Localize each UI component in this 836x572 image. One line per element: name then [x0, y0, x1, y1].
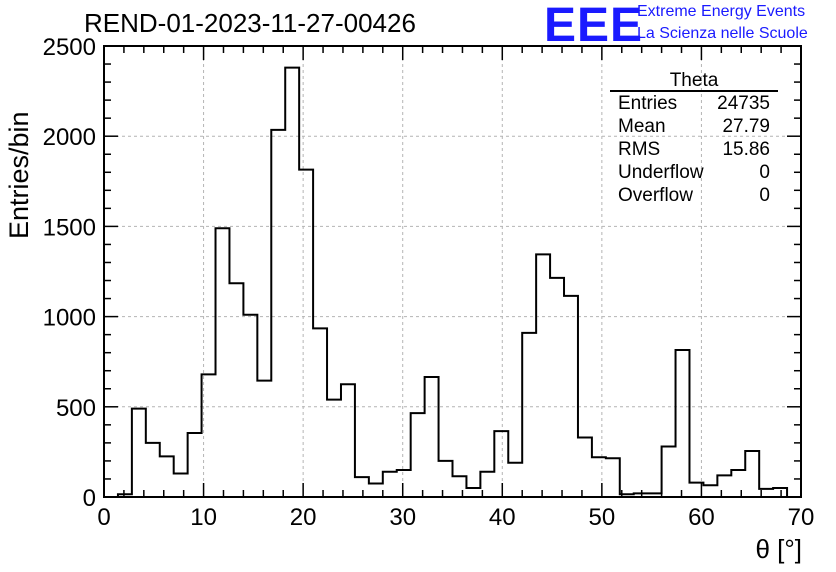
histogram-bin	[341, 384, 355, 497]
histogram-bin	[717, 475, 731, 497]
histogram-bin	[202, 374, 216, 497]
y-axis-label: Entries/bin	[4, 111, 34, 239]
y-tick-label: 2000	[43, 124, 96, 151]
brand-line-2: La Scienza nelle Scuole	[637, 25, 808, 42]
histogram-bin	[188, 433, 202, 497]
histogram-bin	[662, 446, 676, 497]
histogram-bin	[146, 443, 160, 497]
histogram-bin	[453, 476, 467, 497]
histogram-bin	[676, 350, 690, 497]
histogram-bin	[229, 283, 243, 497]
histogram-bin	[703, 485, 717, 497]
plot-frame	[103, 45, 802, 498]
histogram-bin	[216, 228, 230, 497]
histogram-bin	[592, 457, 606, 497]
stats-row: Underflow 0	[610, 161, 778, 184]
histogram-bin	[439, 461, 453, 497]
histogram-bin	[564, 296, 578, 497]
y-tick-label: 500	[56, 395, 96, 422]
histogram-series	[116, 66, 801, 498]
histogram-bin	[327, 400, 341, 497]
stats-label: Mean	[618, 116, 666, 137]
histogram-bin	[425, 377, 439, 497]
plot-title: REND-01-2023-11-27-00426	[84, 8, 416, 38]
x-tick-label: 10	[190, 504, 217, 531]
x-tick-label: 20	[290, 504, 317, 531]
histogram-bin	[285, 68, 299, 497]
histogram-bin	[731, 470, 745, 497]
grid	[104, 46, 801, 497]
stats-row: Overflow 0	[610, 184, 778, 207]
stats-row: Entries 24735	[610, 92, 778, 115]
histogram-bin	[745, 451, 759, 497]
histogram-bin	[132, 409, 146, 497]
stats-value: 0	[759, 162, 770, 183]
histogram-bin	[383, 472, 397, 497]
histogram-bin	[160, 456, 174, 497]
stats-row: RMS 15.86	[610, 138, 778, 161]
histogram-bin	[536, 254, 550, 497]
stats-label: RMS	[618, 139, 661, 160]
y-tick-label: 2500	[43, 34, 96, 61]
histogram-bin	[313, 328, 327, 497]
y-tick-label: 0	[83, 485, 96, 512]
brand-line-1: Extreme Energy Events	[637, 3, 806, 20]
x-axis-label: θ [°]	[755, 534, 802, 564]
stats-label: Overflow	[618, 185, 693, 206]
histogram-bin	[550, 278, 564, 497]
y-tick-label: 1000	[43, 305, 96, 332]
stats-value: 24735	[717, 93, 770, 114]
x-tick-label: 0	[97, 504, 110, 531]
x-tick-label: 70	[788, 504, 815, 531]
stats-row: Mean 27.79	[610, 115, 778, 138]
histogram-bin	[522, 333, 536, 497]
stats-value: 0	[759, 185, 770, 206]
x-tick-label: 40	[489, 504, 516, 531]
histogram-bin	[243, 315, 257, 497]
tick-labels: 0 10 20 30 40 50 60 70 0 500 1000 1500 2000 2500	[43, 34, 815, 531]
histogram-bin	[174, 474, 188, 497]
y-tick-label: 1500	[43, 214, 96, 241]
x-tick-label: 30	[389, 504, 416, 531]
x-tick-label: 60	[688, 504, 715, 531]
x-tick-label: 50	[589, 504, 616, 531]
histogram-bin	[369, 483, 383, 497]
histogram-bin	[355, 477, 369, 497]
stats-box: Theta Entries 24735 Mean 27.79 RMS 15.86…	[610, 70, 778, 207]
stats-label: Entries	[618, 93, 678, 114]
histogram-bin	[271, 130, 285, 497]
histogram-bin	[494, 431, 508, 497]
stats-label: Underflow	[618, 162, 704, 183]
histogram-bin	[466, 488, 480, 497]
histogram-bin	[578, 437, 592, 497]
histogram-bin	[508, 463, 522, 497]
histogram-bin	[773, 488, 787, 497]
histogram-bin	[397, 470, 411, 497]
histogram-bin	[606, 458, 620, 497]
histogram-outline	[116, 66, 801, 498]
stats-value: 15.86	[722, 139, 770, 160]
eee-logo: EEE	[544, 0, 644, 52]
histogram-bin	[299, 170, 313, 497]
stats-title: Theta	[610, 70, 778, 92]
stats-value: 27.79	[722, 116, 770, 137]
histogram-bin	[257, 381, 271, 497]
histogram-bin	[411, 413, 425, 497]
